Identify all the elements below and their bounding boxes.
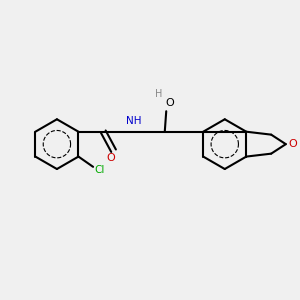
- Text: Cl: Cl: [94, 165, 105, 175]
- Text: O: O: [165, 98, 174, 108]
- Text: H: H: [155, 89, 163, 99]
- Text: O: O: [289, 139, 298, 149]
- Text: NH: NH: [126, 116, 142, 127]
- Text: O: O: [107, 153, 116, 163]
